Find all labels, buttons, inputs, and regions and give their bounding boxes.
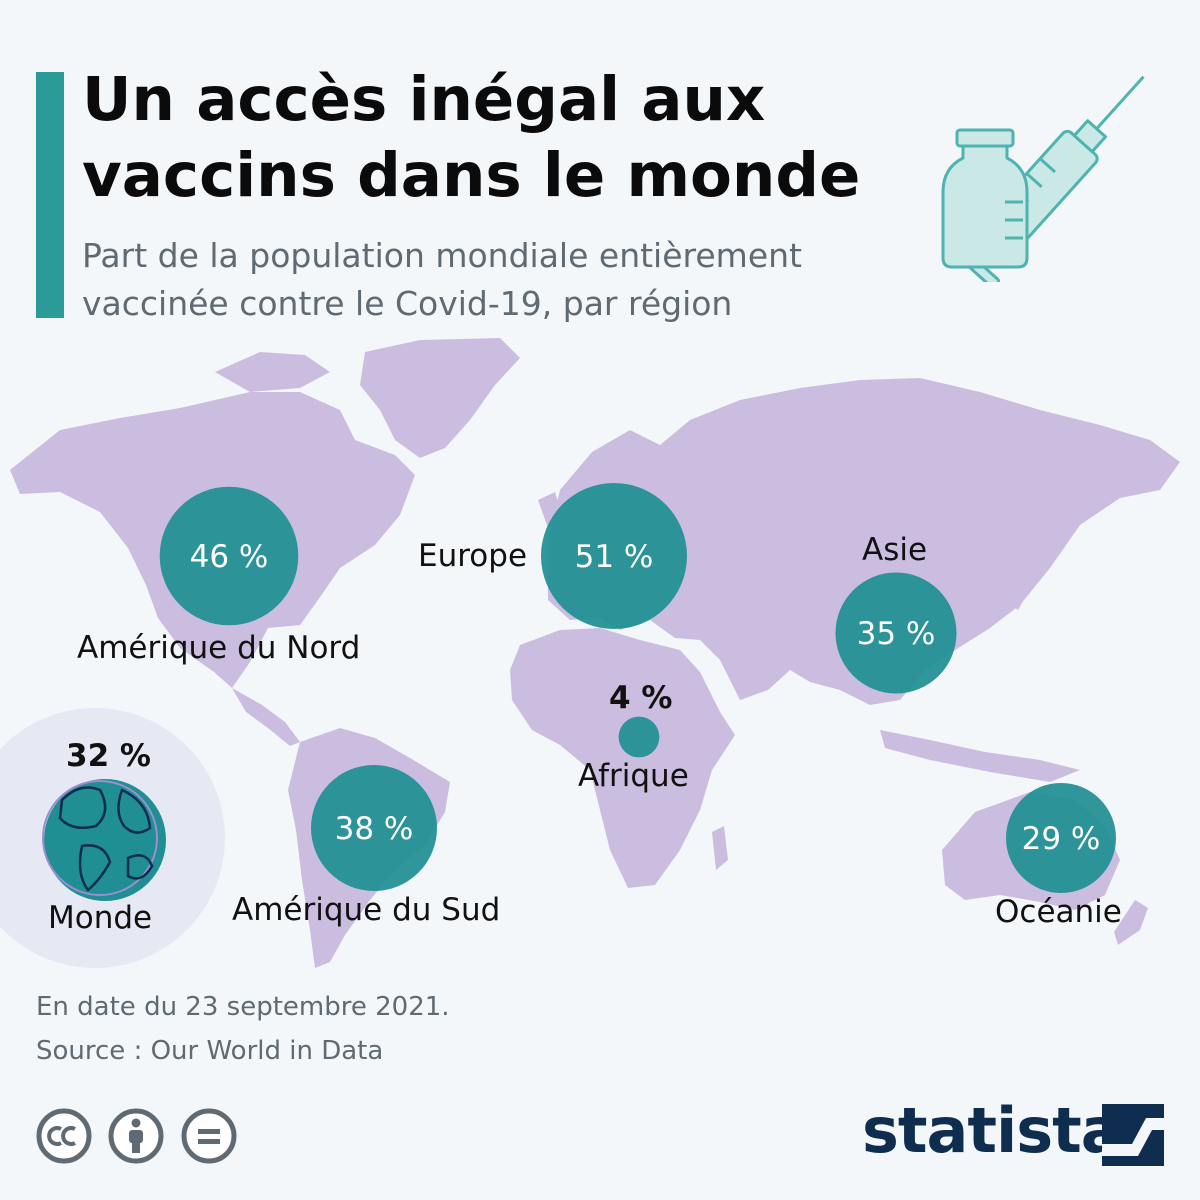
greenland-shape xyxy=(360,338,520,458)
value-label-europe: 51 % xyxy=(575,539,654,575)
statista-mark-icon xyxy=(1102,1104,1164,1166)
circle-afrique xyxy=(618,716,660,758)
madagascar-shape xyxy=(712,826,728,870)
africa-shape xyxy=(510,628,735,888)
region-circles: 46 % 51 % 35 % 38 % 29 % xyxy=(159,483,1116,893)
date-note: En date du 23 septembre 2021. xyxy=(36,992,450,1022)
title-accent-bar xyxy=(36,72,64,318)
label-amerique-du-sud: Amérique du Sud xyxy=(232,892,501,928)
no-derivatives-icon xyxy=(181,1108,237,1164)
label-europe: Europe xyxy=(418,538,528,574)
circle-am-rique-du-sud xyxy=(311,765,437,891)
circle-oc-anie xyxy=(1006,783,1116,893)
value-label-am-rique-du-sud: 38 % xyxy=(335,811,414,847)
new-zealand-shape xyxy=(1114,900,1148,945)
eurasia-shape xyxy=(548,378,1180,705)
world-value-label: 32 % xyxy=(66,738,151,774)
central-america-shape xyxy=(232,688,300,746)
circle-europe xyxy=(541,483,687,629)
label-afrique-value: 4 % xyxy=(609,680,673,716)
value-label-am-rique-du-nord: 46 % xyxy=(190,539,269,575)
label-amerique-du-nord: Amérique du Nord xyxy=(77,630,361,666)
arctic-islands-shape xyxy=(215,352,330,392)
circle-asie xyxy=(835,572,957,694)
label-asie: Asie xyxy=(862,532,928,568)
vaccine-syringe-icon xyxy=(941,75,1145,282)
page-title: Un accès inégal aux vaccins dans le mond… xyxy=(82,64,861,211)
circle-am-rique-du-nord xyxy=(159,486,299,626)
value-label-oc-anie: 29 % xyxy=(1022,821,1101,857)
label-oceanie: Océanie xyxy=(995,894,1122,930)
label-afrique: Afrique xyxy=(578,758,689,794)
statista-wordmark: statista xyxy=(862,1094,1123,1167)
page-subtitle: Part de la population mondiale entièreme… xyxy=(82,236,802,323)
maritime-asia-shape xyxy=(880,730,1080,782)
japan-shape xyxy=(1005,545,1035,610)
source-note: Source : Our World in Data xyxy=(36,1036,384,1066)
statista-logo: statista xyxy=(862,1094,1167,1170)
value-label-asie: 35 % xyxy=(857,616,936,652)
globe-icon xyxy=(42,779,166,901)
world-map: 46 % 51 % 35 % 38 % 29 % xyxy=(0,338,1180,968)
cc-icon xyxy=(36,1108,92,1164)
label-monde: Monde xyxy=(48,900,153,936)
attribution-icon xyxy=(108,1108,164,1164)
